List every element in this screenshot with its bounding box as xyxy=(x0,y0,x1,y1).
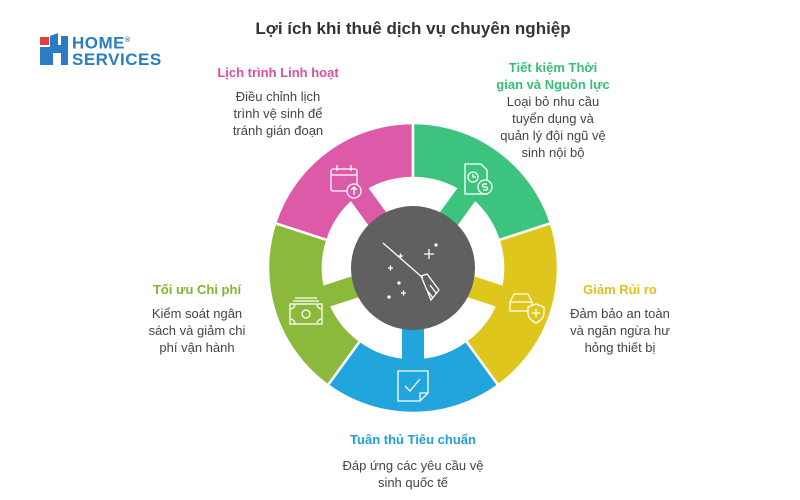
benefit-text: sinh quốc tế xyxy=(377,475,449,490)
logo-mark-icon xyxy=(40,33,68,65)
benefit-heading: Giảm Rủi ro xyxy=(583,282,657,297)
benefit-flexible-schedule: Lịch trình Linh hoạt Điều chỉnh lịch trì… xyxy=(198,64,358,139)
logo-text: HOME® SERVICES xyxy=(72,33,162,68)
center-circle xyxy=(351,206,475,330)
benefit-text: tránh gián đoạn xyxy=(232,123,324,138)
benefit-text: Kiểm soát ngân xyxy=(151,306,243,321)
benefit-text: sinh nội bộ xyxy=(521,145,585,160)
benefit-text: phí vận hành xyxy=(159,340,235,355)
segment-optimize-cost-tab xyxy=(322,275,362,307)
benefit-compliance: Tuân thủ Tiêu chuẩn Đáp ứng các yêu cầu … xyxy=(318,431,508,491)
benefit-text: sách và giảm chi xyxy=(148,323,246,338)
benefit-heading: Lịch trình Linh hoạt xyxy=(217,65,339,80)
benefit-reduce-risk: Giảm Rủi ro Đảm bảo an toàn và ngăn ngừa… xyxy=(550,281,690,356)
benefit-heading: gian và Nguồn lực xyxy=(496,77,610,92)
page-title: Lợi ích khi thuê dịch vụ chuyên nghiệp xyxy=(255,19,571,38)
benefit-text: Loại bỏ nhu cầu xyxy=(506,94,600,109)
benefit-save-time-resources: Tiết kiệm Thời gian và Nguồn lực Loại bỏ… xyxy=(478,59,628,161)
benefit-text: quản lý đội ngũ vệ xyxy=(500,128,606,143)
segment-compliance-tab xyxy=(402,326,424,360)
benefit-text: hỏng thiết bị xyxy=(584,340,656,355)
benefit-optimize-cost: Tối ưu Chi phí Kiểm soát ngân sách và gi… xyxy=(127,281,267,356)
calendar-arrow-up-icon xyxy=(330,165,362,199)
car-shield-icon xyxy=(509,293,545,324)
benefit-text: tuyển dụng và xyxy=(512,111,594,126)
money-stack-icon xyxy=(289,297,323,325)
benefit-text: Điều chỉnh lịch xyxy=(235,89,321,104)
benefit-text: Đáp ứng các yêu cầu vệ xyxy=(342,458,484,473)
broom-sparkle-icon xyxy=(382,242,440,302)
home-services-logo: HOME® SERVICES xyxy=(40,33,161,70)
benefit-heading: Tuân thủ Tiêu chuẩn xyxy=(350,432,476,447)
logo-line2: SERVICES xyxy=(72,49,162,69)
benefit-heading: Tiết kiệm Thời xyxy=(508,60,598,75)
document-check-icon xyxy=(397,370,429,402)
logo-line1: HOME xyxy=(72,33,125,53)
benefit-text: và ngăn ngừa hư xyxy=(570,323,670,338)
benefit-text: trình vệ sinh để xyxy=(233,106,323,121)
segment-reduce-risk-tab xyxy=(464,275,504,307)
logo-registered: ® xyxy=(125,37,131,44)
benefit-text: Đảm bảo an toàn xyxy=(570,306,670,321)
benefit-heading: Tối ưu Chi phí xyxy=(152,282,242,297)
document-clock-dollar-icon xyxy=(464,163,493,195)
